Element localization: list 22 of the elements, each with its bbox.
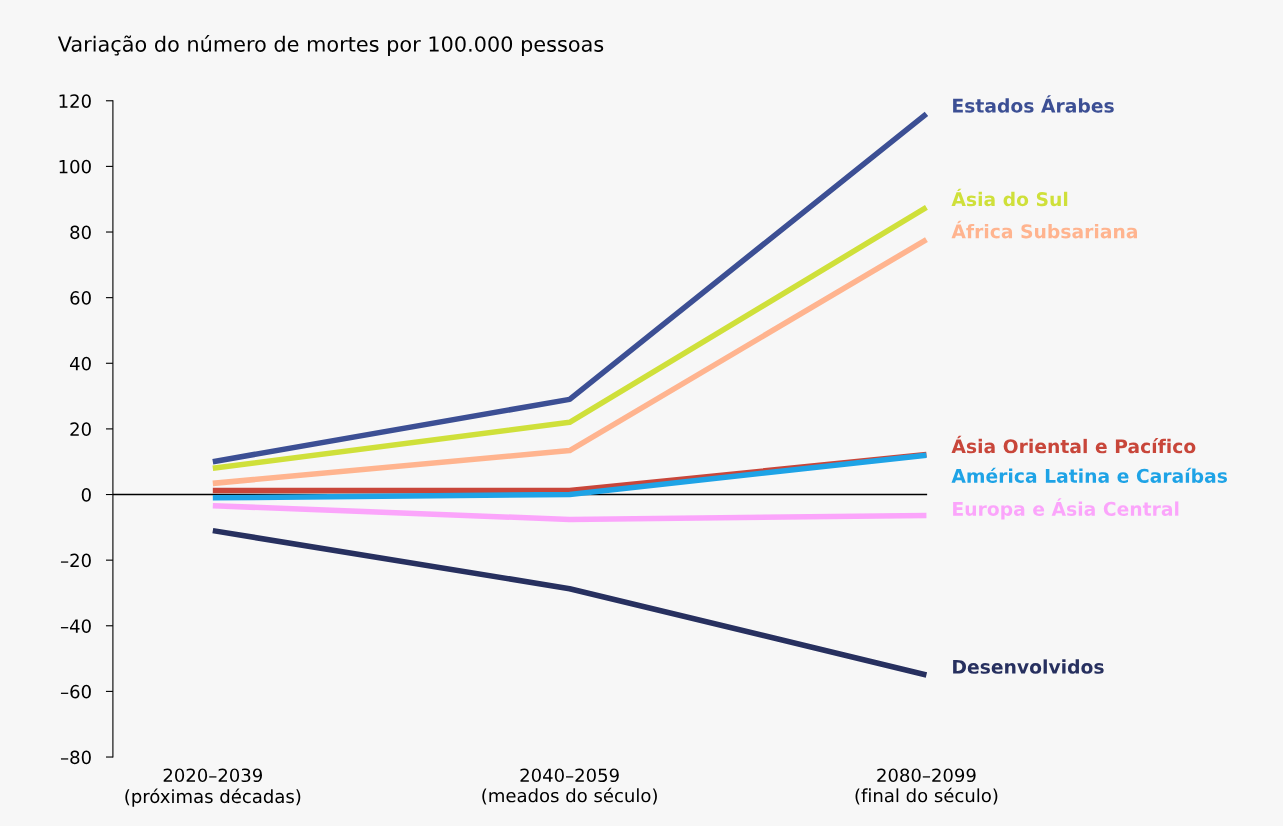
y-tick-label: –80 bbox=[60, 750, 91, 765]
y-tick-label: –60 bbox=[60, 684, 91, 699]
series-label: Ásia Oriental e Pacífico bbox=[951, 435, 1196, 454]
series-label: Ásia do Sul bbox=[951, 188, 1068, 207]
chart-title: Variação do número de mortes por 100.000 pessoas bbox=[57, 34, 604, 56]
y-tick-label: 60 bbox=[70, 291, 91, 305]
series-label: Desenvolvidos bbox=[953, 659, 1104, 674]
y-tick-label: 120 bbox=[59, 94, 91, 108]
y-tick-label: 80 bbox=[70, 225, 91, 240]
y-tick-label: 100 bbox=[59, 159, 91, 174]
series-label: África Subsariana bbox=[951, 220, 1137, 239]
series-label: América Latina e Caraíbas bbox=[951, 467, 1227, 483]
series-label: Estados Árabes bbox=[953, 95, 1114, 113]
y-tick-label: –20 bbox=[60, 553, 91, 568]
y-tick-label: 0 bbox=[81, 487, 91, 502]
y-tick-label: 40 bbox=[69, 356, 91, 371]
y-tick-label: 20 bbox=[70, 422, 91, 437]
series-label: Europa e Ásia Central bbox=[953, 498, 1179, 520]
x-tick-label: 2020–2039 (próximas décadas) bbox=[125, 768, 301, 807]
x-tick-label: 2080–2099 (final do século) bbox=[855, 768, 998, 805]
y-tick-label: –40 bbox=[60, 619, 91, 633]
x-tick-label: 2040–2059 (meados do século) bbox=[482, 768, 657, 805]
